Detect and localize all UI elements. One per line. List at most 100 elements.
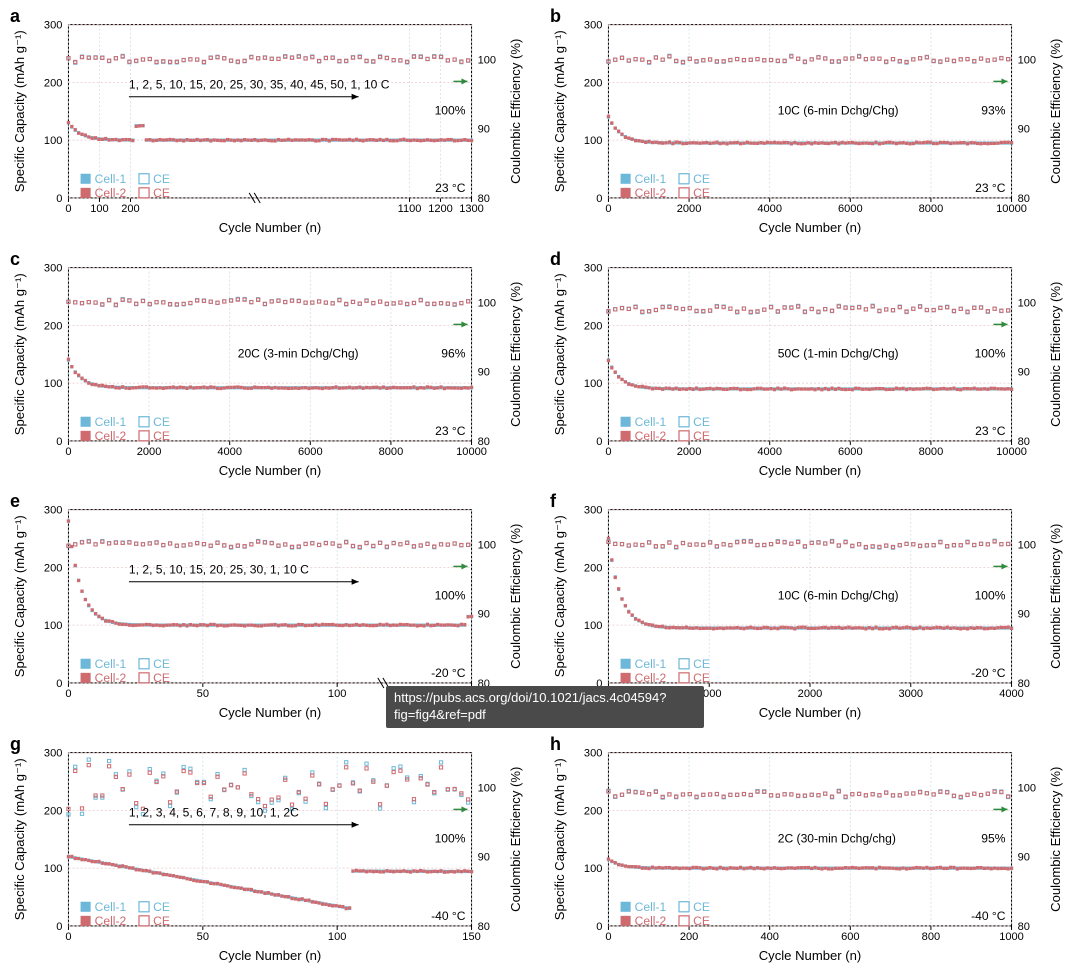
legend-ce1-label: CE <box>693 900 710 914</box>
cap-point-cell2 <box>80 133 83 136</box>
cap-point-cell2 <box>355 869 358 872</box>
cap-point-cell2 <box>729 627 732 630</box>
cap-point-cell2 <box>712 387 715 390</box>
cap-point-cell2 <box>902 141 905 144</box>
cap-point-cell2 <box>671 626 674 629</box>
cap-point-cell2 <box>260 139 263 142</box>
cap-point-cell2 <box>1000 867 1003 870</box>
cap-point-cell2 <box>263 892 266 895</box>
y2tick-label: 90 <box>478 366 490 378</box>
cap-point-cell2 <box>324 903 327 906</box>
cap-point-cell2 <box>746 627 749 630</box>
cap-point-cell2 <box>813 388 816 391</box>
y1tick-label: 0 <box>596 193 602 205</box>
cap-point-cell2 <box>793 628 796 631</box>
cap-point-cell2 <box>712 867 715 870</box>
cap-point-cell2 <box>301 897 304 900</box>
cap-point-cell2 <box>345 907 348 910</box>
cap-point-cell2 <box>118 386 121 389</box>
cap-point-cell2 <box>243 625 246 628</box>
cap-point-cell2 <box>949 866 952 869</box>
cap-point-cell2 <box>610 559 613 562</box>
cap-point-cell2 <box>94 860 97 863</box>
cap-point-cell2 <box>307 624 310 627</box>
cap-point-cell2 <box>793 387 796 390</box>
cap-point-cell2 <box>378 138 381 141</box>
cap-point-cell2 <box>375 870 378 873</box>
cap-point-cell2 <box>966 387 969 390</box>
xtick-label: 600 <box>841 931 859 943</box>
cap-point-cell2 <box>182 623 185 626</box>
cap-point-cell2 <box>695 866 698 869</box>
cap-point-cell2 <box>952 386 955 389</box>
legend-ce1-label: CE <box>153 900 170 914</box>
cap-point-cell2 <box>620 133 623 136</box>
cap-point-cell2 <box>307 899 310 902</box>
cap-point-cell2 <box>681 387 684 390</box>
cap-point-cell2 <box>664 627 667 630</box>
cap-point-cell2 <box>426 870 429 873</box>
cap-point-cell2 <box>246 888 249 891</box>
cap-point-cell2 <box>128 866 131 869</box>
cap-point-cell2 <box>277 625 280 628</box>
cap-point-cell2 <box>443 624 446 627</box>
cap-point-cell2 <box>610 366 613 369</box>
cap-point-cell2 <box>328 904 331 907</box>
cap-point-cell2 <box>634 618 637 621</box>
cap-point-cell2 <box>715 867 718 870</box>
cap-point-cell2 <box>175 875 178 878</box>
legend-ce2-label: CE <box>153 429 170 443</box>
cap-point-cell2 <box>939 387 942 390</box>
cap-point-cell2 <box>983 867 986 870</box>
cap-point-cell2 <box>847 866 850 869</box>
y1tick-label: 0 <box>56 193 62 205</box>
cap-point-cell2 <box>993 386 996 389</box>
panel-letter: h <box>550 734 561 755</box>
cap-point-cell2 <box>260 625 263 628</box>
cap-point-cell2 <box>912 387 915 390</box>
cap-point-cell2 <box>851 141 854 144</box>
cap-point-cell2 <box>915 627 918 630</box>
cap-point-cell2 <box>233 139 236 142</box>
cap-point-cell2 <box>725 387 728 390</box>
xlabel: Cycle Number (n) <box>219 948 322 963</box>
legend-cell1-label: Cell-1 <box>95 657 127 671</box>
cap-point-cell2 <box>647 386 650 389</box>
panel-letter: a <box>10 6 20 27</box>
cap-point-cell2 <box>284 386 287 389</box>
cap-point-cell2 <box>389 870 392 873</box>
cap-point-cell2 <box>1007 867 1010 870</box>
cap-point-cell2 <box>1010 867 1013 870</box>
cap-point-cell2 <box>888 387 891 390</box>
cap-point-cell2 <box>334 385 337 388</box>
y2tick-label: 100 <box>1018 297 1036 309</box>
cap-point-cell2 <box>91 860 94 863</box>
legend-ce2-label: CE <box>693 914 710 928</box>
cap-point-cell2 <box>70 125 73 128</box>
cap-point-cell2 <box>202 880 205 883</box>
cap-point-cell2 <box>412 138 415 141</box>
cap-point-cell2 <box>250 139 253 142</box>
cap-point-cell2 <box>763 626 766 629</box>
cap-point-cell2 <box>800 387 803 390</box>
cap-point-cell2 <box>223 386 226 389</box>
cap-point-cell2 <box>433 870 436 873</box>
cap-point-cell2 <box>654 625 657 628</box>
xtick-label: 0 <box>605 203 611 215</box>
cap-point-cell2 <box>847 141 850 144</box>
cap-point-cell2 <box>769 387 772 390</box>
y2label: Coulombic Efficiency (%) <box>508 281 523 426</box>
cap-point-cell2 <box>250 386 253 389</box>
cap-point-cell2 <box>675 386 678 389</box>
cap-point-cell2 <box>351 386 354 389</box>
cap-point-cell2 <box>681 142 684 145</box>
cap-point-cell2 <box>864 141 867 144</box>
xtick-label: 4000 <box>757 446 782 458</box>
cap-point-cell2 <box>118 623 121 626</box>
cap-point-cell2 <box>786 866 789 869</box>
legend-ce2-label: CE <box>693 671 710 685</box>
cap-point-cell2 <box>773 388 776 391</box>
cap-point-cell2 <box>467 616 470 619</box>
cap-point-cell2 <box>929 387 932 390</box>
legend-cell1-swatch <box>81 659 91 669</box>
